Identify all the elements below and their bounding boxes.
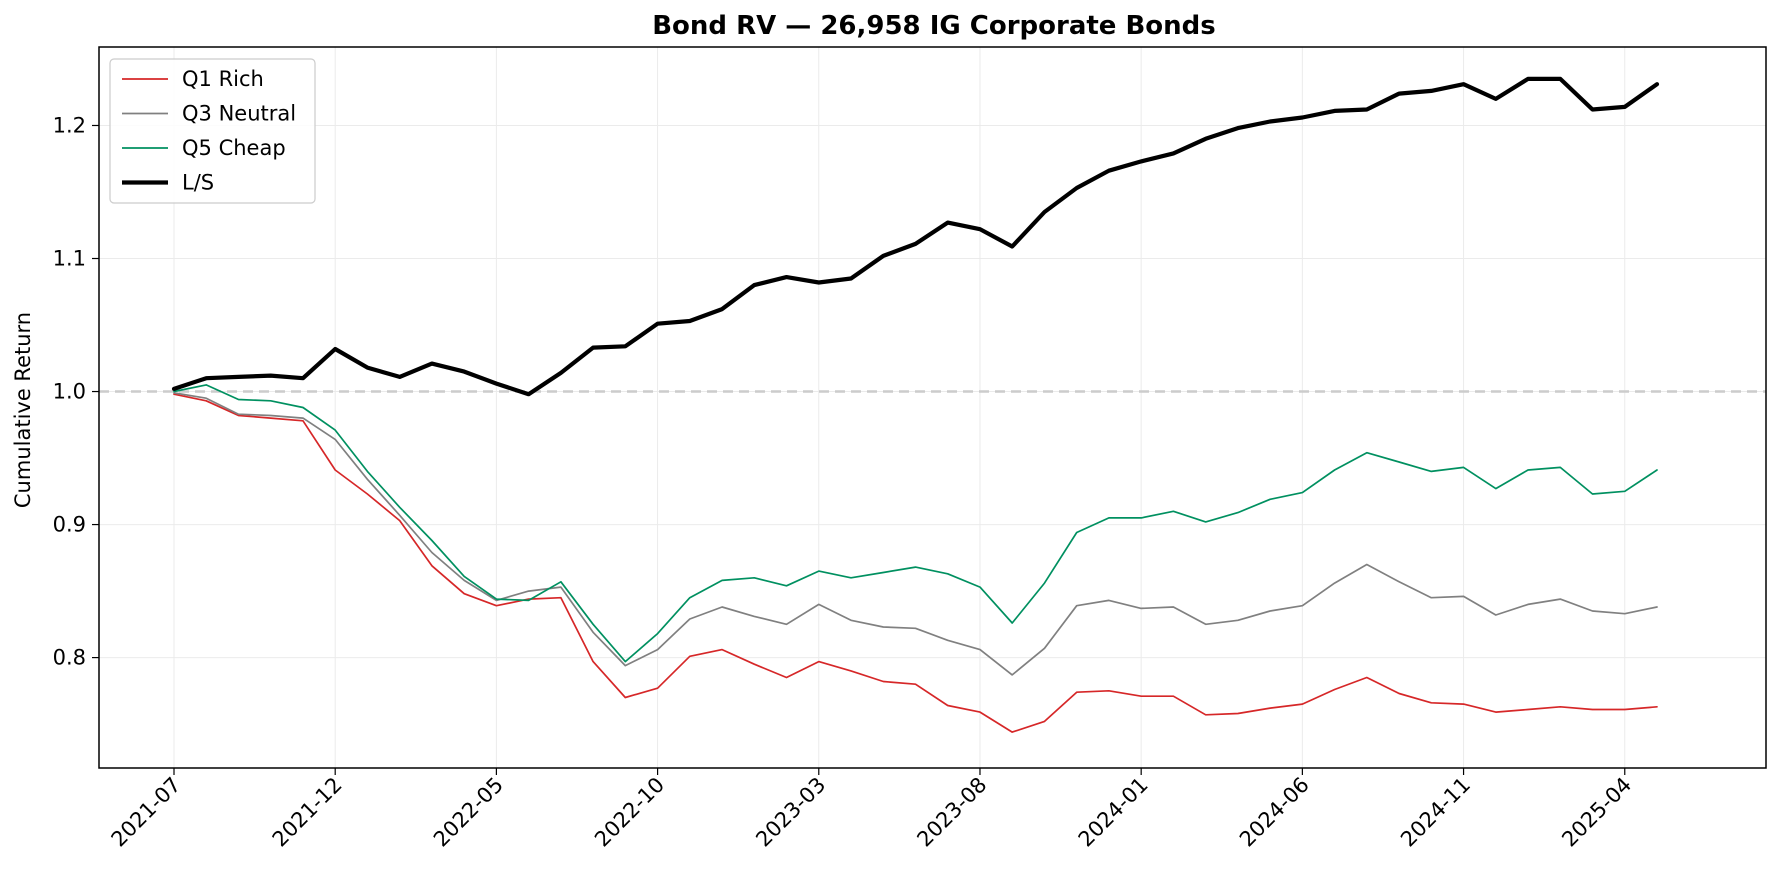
y-tick-label: 1.0 [53, 380, 86, 404]
series-line-q3-neutral [173, 392, 1658, 676]
y-tick-label: 0.8 [53, 646, 86, 670]
x-tick-label: 2024-06 [1235, 773, 1314, 852]
y-tick-label: 0.9 [53, 513, 86, 537]
legend-label: Q5 Cheap [182, 136, 286, 160]
x-tick-label: 2023-08 [912, 773, 991, 852]
plot-frame [98, 46, 1767, 769]
chart-title: Bond RV — 26,958 IG Corporate Bonds [652, 11, 1216, 41]
legend: Q1 Rich Q3 Neutral Q5 Cheap L/S [109, 58, 316, 204]
x-tick-label: 2024-11 [1396, 773, 1475, 852]
grid-lines [99, 47, 1766, 768]
y-tick-label: 1.1 [53, 247, 86, 271]
series-line-q1-rich [173, 393, 1658, 733]
y-axis-label: Cumulative Return [11, 312, 35, 508]
y-tick-label: 1.2 [53, 113, 86, 137]
x-tick-label: 2022-10 [590, 773, 669, 852]
x-tick-label: 2021-12 [268, 773, 347, 852]
x-tick-label: 2025-04 [1557, 773, 1636, 852]
series-line-q5-cheap [173, 384, 1658, 663]
x-tick-label: 2024-01 [1074, 773, 1153, 852]
series-line-l-s [171, 76, 1660, 397]
legend-label: L/S [182, 171, 214, 195]
x-tick-label: 2023-03 [751, 773, 830, 852]
series-lines [171, 76, 1660, 733]
x-tick-label: 2021-07 [107, 773, 186, 852]
legend-label: Q1 Rich [182, 67, 264, 91]
x-tick-label: 2022-05 [429, 773, 508, 852]
legend-box [109, 58, 316, 204]
legend-label: Q3 Neutral [182, 102, 296, 126]
